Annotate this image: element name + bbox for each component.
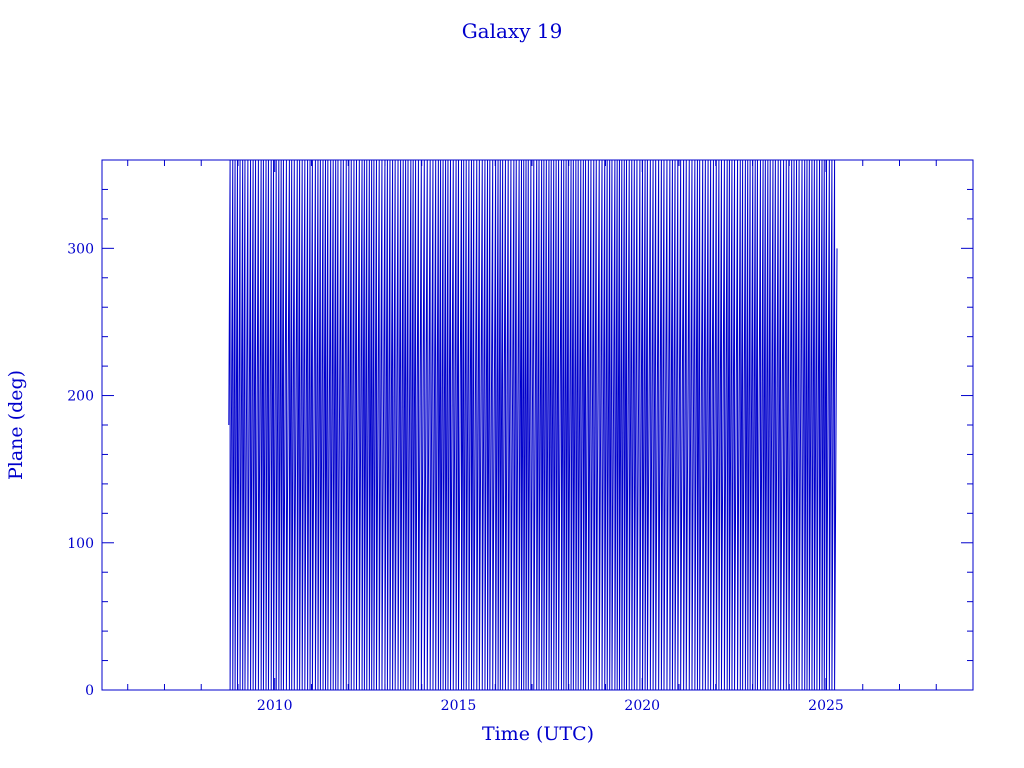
y-tick-label: 200 [67, 389, 94, 405]
series-line [228, 159, 838, 691]
ticks-group: 2010 2015 2020 2025 0 100 200 300 [67, 159, 973, 714]
x-tick-label: 2015 [441, 698, 477, 714]
y-tick-label: 0 [85, 683, 94, 699]
y-tick-label: 300 [67, 241, 94, 257]
chart-title: Galaxy 19 [462, 19, 563, 43]
y-axis-label: Plane (deg) [5, 370, 27, 480]
x-tick-label: 2025 [808, 698, 844, 714]
x-tick-label: 2010 [257, 698, 293, 714]
x-axis-label: Time (UTC) [482, 723, 594, 745]
y-tick-label: 100 [67, 536, 94, 552]
x-tick-label: 2020 [624, 698, 660, 714]
series-group [228, 159, 838, 691]
